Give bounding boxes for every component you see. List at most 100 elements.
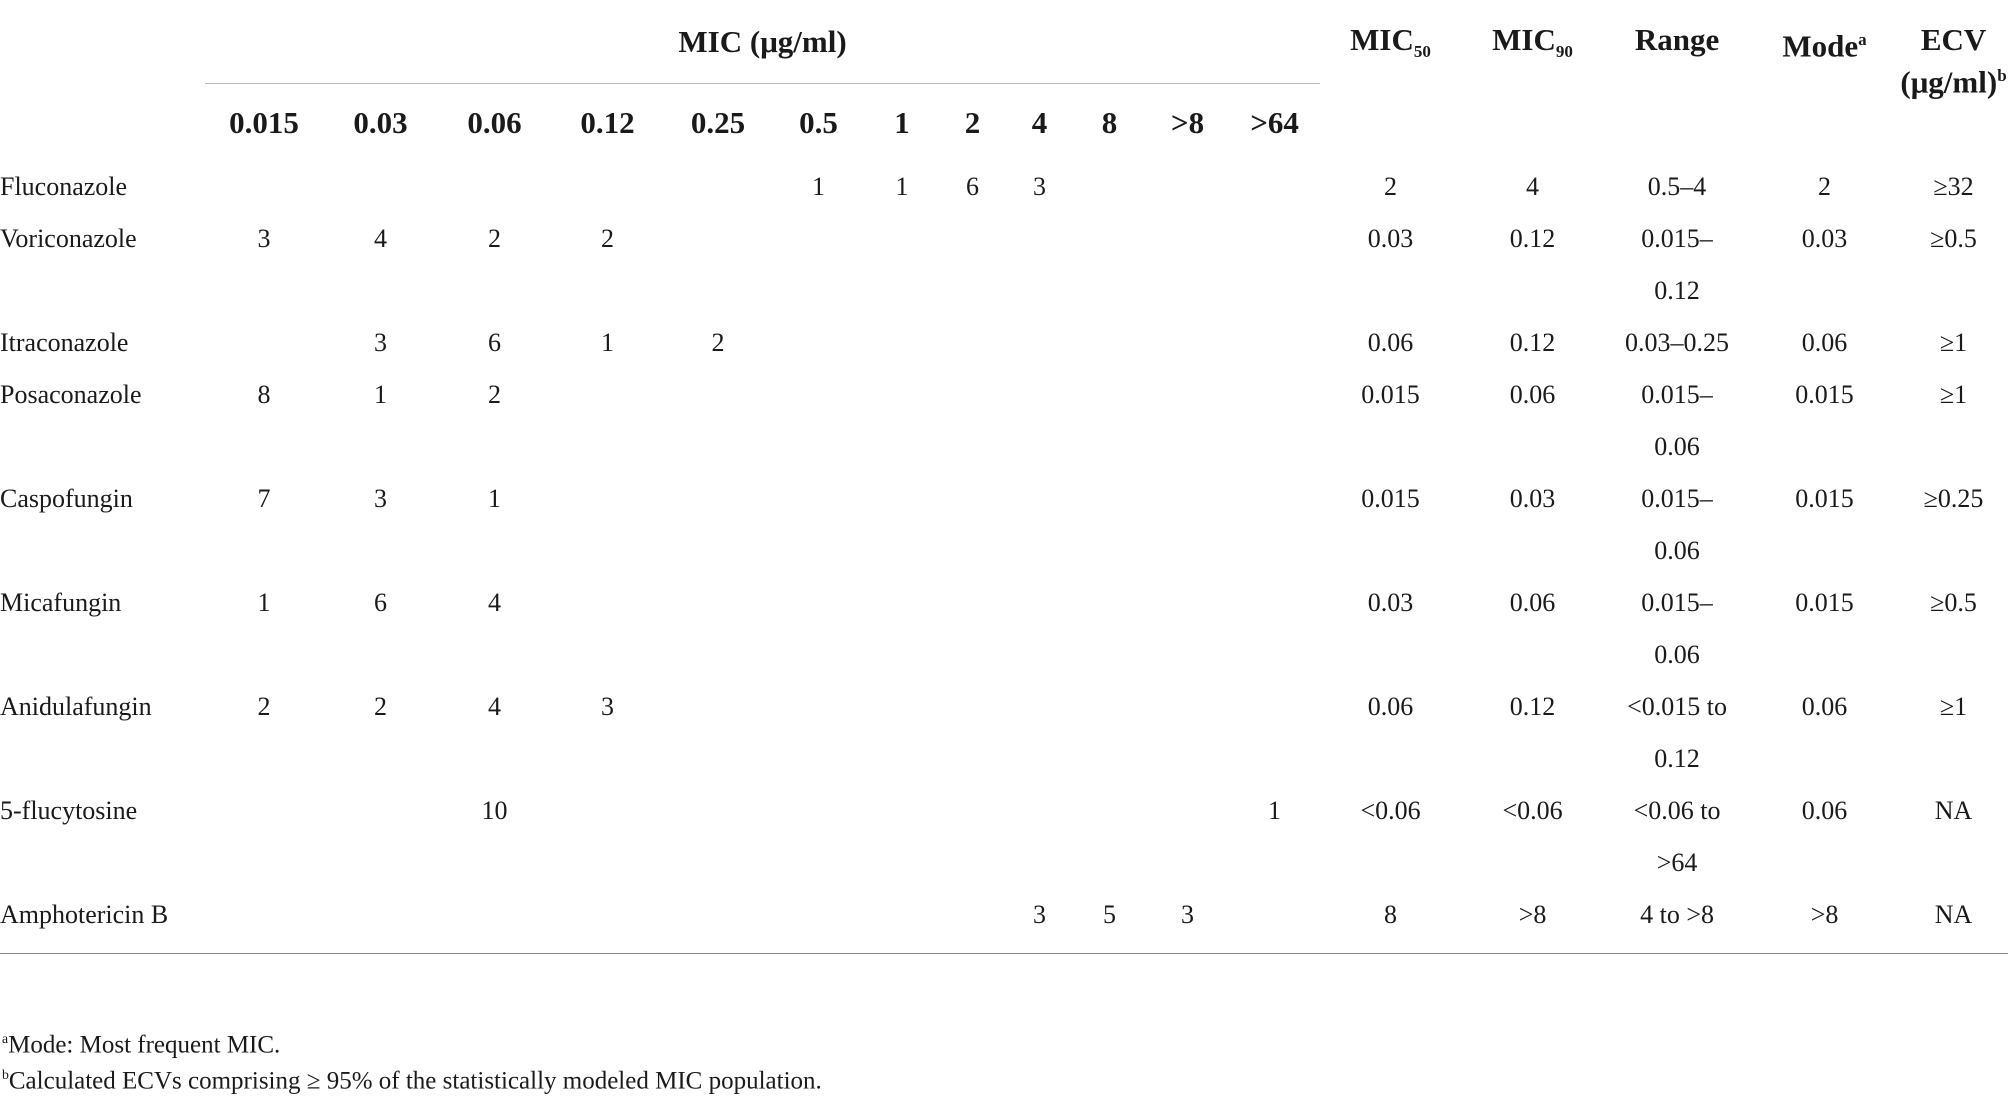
count-cell	[438, 161, 551, 213]
count-cell: 1	[895, 172, 909, 201]
stat-cell: NA	[1934, 796, 1973, 825]
mic-header: 0.12	[580, 104, 635, 140]
count-cell	[1073, 317, 1146, 369]
stat-header: MIC50	[1320, 0, 1461, 161]
count-cell	[438, 889, 551, 954]
count-cell: 1	[1268, 796, 1282, 825]
data-row: Fluconazole 1 1 6 3 2 4 0.5–4 2 ≥32	[0, 161, 2008, 213]
count-cell	[1146, 213, 1229, 317]
stat-cell: 4	[1526, 172, 1540, 201]
mic-header: >8	[1170, 104, 1205, 140]
range-text: <0.015 to 0.12	[1627, 692, 1727, 773]
count-cell	[865, 317, 939, 369]
range-cell: <0.06 to >64	[1604, 785, 1750, 889]
count-cell: 7	[257, 484, 271, 513]
count-cell	[865, 213, 939, 317]
stat-cell: 0.06	[1801, 328, 1848, 357]
range-cell: <0.015 to 0.12	[1604, 681, 1750, 785]
count-cell	[1146, 785, 1229, 889]
stat-cell: ≥1	[1939, 380, 1968, 409]
count-cell	[1146, 317, 1229, 369]
count-cell	[1146, 369, 1229, 473]
count-cell: 2	[488, 380, 501, 409]
count-cell: 3	[374, 328, 387, 357]
count-cell	[323, 785, 438, 889]
header-text: MIC	[1350, 22, 1414, 57]
footnote: aMode: Most frequent MIC.	[2, 1031, 280, 1059]
stat-cell: 0.03	[1509, 484, 1556, 513]
count-cell	[1146, 681, 1229, 785]
range-text: 0.015–0.06	[1641, 484, 1713, 565]
count-cell: 3	[601, 692, 614, 721]
header-text: Range	[1634, 22, 1720, 57]
count-cell	[664, 369, 772, 473]
range-text: 0.5–4	[1647, 172, 1707, 201]
count-cell	[1146, 473, 1229, 577]
data-row: Itraconazole 3 6 1 2 0.06 0.12 0.03–0.25 0.06 ≥1	[0, 317, 2008, 369]
count-cell: 3	[1033, 172, 1046, 201]
count-cell	[323, 161, 438, 213]
count-cell	[1006, 577, 1073, 681]
count-cell	[1073, 473, 1146, 577]
header-row: 0.015 0.03 0.06 0.12 0.25 0.5 1 2 4 8 >8 >64	[0, 84, 2008, 162]
data-row: Anidulafungin 2 2 4 3 0.06 0.12 <0.015 to 0.12 0…	[0, 681, 2008, 785]
data-row: Voriconazole 3 4 2 2 0.03 0.12 0.015–0.12 0.03 ≥0…	[0, 213, 2008, 317]
count-cell: 6	[374, 588, 387, 617]
count-cell	[865, 889, 939, 954]
footnote-mark: a	[2, 1031, 9, 1046]
count-cell	[664, 473, 772, 577]
stat-cell: 0.015	[1361, 380, 1420, 409]
count-cell	[1006, 681, 1073, 785]
stat-cell: 0.015	[1795, 588, 1854, 617]
count-cell: 2	[601, 224, 614, 253]
range-cell: 0.015–0.12	[1604, 213, 1750, 317]
stat-cell: 0.015	[1795, 484, 1854, 513]
count-cell	[664, 161, 772, 213]
mic-header: >64	[1250, 104, 1299, 140]
stat-cell: 0.03	[1801, 224, 1848, 253]
count-cell	[1229, 213, 1320, 317]
stat-cell: 0.12	[1509, 328, 1556, 357]
range-cell: 0.015–0.06	[1604, 577, 1750, 681]
count-cell	[772, 785, 865, 889]
count-cell: 8	[257, 380, 271, 409]
count-cell	[865, 473, 939, 577]
stat-cell: 0.12	[1509, 692, 1556, 721]
count-cell: 2	[374, 692, 387, 721]
stat-cell: 0.015	[1795, 380, 1854, 409]
header-subscript: 50	[1413, 42, 1431, 62]
header-row: MIC (μg/ml) MIC50 MIC90 Range Modea ECV (μg/…	[0, 0, 2008, 99]
count-cell	[1006, 369, 1073, 473]
count-cell: 3	[1146, 889, 1229, 954]
count-cell: 2	[711, 328, 725, 357]
stat-cell: <0.06	[1502, 796, 1563, 825]
mic-header: 0.25	[690, 104, 746, 140]
stat-header: ECV (μg/ml)b	[1899, 0, 2008, 161]
count-cell: 2	[488, 224, 501, 253]
count-cell	[1229, 161, 1320, 213]
stat-header: MIC90	[1461, 0, 1604, 161]
count-cell	[939, 889, 1006, 954]
count-cell: 4	[488, 588, 501, 617]
count-cell	[1006, 785, 1073, 889]
stat-cell: 0.06	[1801, 796, 1848, 825]
count-cell: 1	[257, 588, 271, 617]
range-text: <0.06 to >64	[1633, 796, 1721, 877]
stat-cell: <0.06	[1360, 796, 1421, 825]
mic-header: 1	[894, 104, 910, 140]
header-superscript: a	[1858, 30, 1867, 49]
header-text: MIC	[1492, 22, 1556, 57]
count-cell	[865, 785, 939, 889]
footnote-mark: b	[2, 1067, 9, 1082]
stat-cell: 2	[1384, 172, 1398, 201]
count-cell	[1073, 369, 1146, 473]
drug-name: Micafungin	[0, 588, 122, 617]
count-cell	[772, 369, 865, 473]
mic-header: 0.5	[799, 104, 838, 140]
header-text: ECV (μg/ml)	[1900, 22, 1998, 100]
data-row: Posaconazole 8 1 2 0.015 0.06 0.015–0.06 0.015 ≥…	[0, 369, 2008, 473]
count-cell	[1229, 681, 1320, 785]
count-cell	[1229, 577, 1320, 681]
count-cell	[772, 473, 865, 577]
count-cell	[205, 161, 323, 213]
